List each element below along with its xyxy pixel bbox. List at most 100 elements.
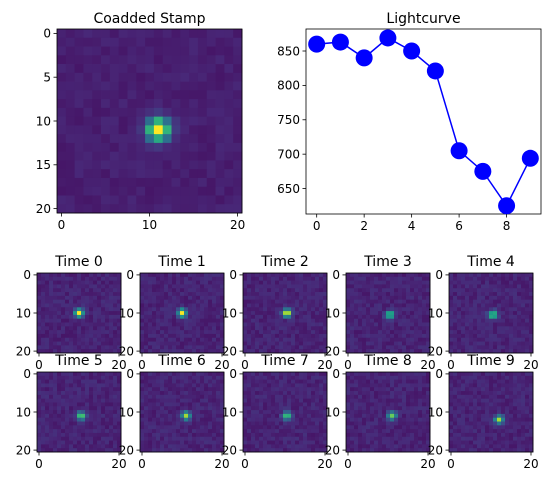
pixel — [208, 429, 213, 434]
pixel — [200, 394, 205, 400]
pixel — [101, 160, 111, 170]
pixel — [497, 410, 502, 415]
time-panel-x-tick-label: 20 — [111, 457, 126, 471]
pixel — [525, 432, 530, 438]
pixel — [189, 55, 199, 65]
pixel — [117, 372, 122, 377]
pixel — [101, 387, 106, 392]
time-panel-y-tick-label: 20 — [325, 443, 340, 457]
pixel — [374, 349, 379, 354]
pixel — [101, 134, 111, 144]
pixel — [148, 391, 153, 396]
pixel — [358, 432, 363, 438]
pixel — [49, 326, 54, 331]
pixel — [449, 299, 454, 304]
pixel — [247, 311, 252, 316]
pixel — [45, 303, 50, 308]
pixel — [49, 330, 54, 335]
pixel — [192, 349, 197, 354]
pixel — [307, 372, 312, 377]
pixel — [180, 402, 185, 407]
pixel — [212, 295, 217, 301]
pixel — [489, 440, 494, 445]
pixel — [192, 337, 197, 342]
pixel — [366, 288, 371, 293]
pixel — [275, 273, 280, 278]
pixel — [97, 372, 102, 377]
pixel — [212, 314, 217, 320]
pixel — [370, 299, 375, 304]
pixel — [180, 195, 190, 205]
pixel — [85, 398, 90, 403]
pixel — [350, 280, 355, 285]
pixel — [65, 417, 70, 422]
pixel — [473, 413, 478, 419]
pixel — [93, 314, 98, 320]
pixel — [402, 436, 407, 441]
lightcurve-y-tick-label: 700 — [277, 147, 300, 161]
pixel — [291, 436, 296, 441]
pixel — [303, 387, 308, 392]
pixel — [398, 280, 403, 285]
pixel — [449, 318, 454, 323]
pixel — [97, 330, 102, 335]
pixel — [319, 436, 324, 441]
pixel — [247, 345, 252, 350]
pixel — [73, 379, 78, 384]
pixel — [374, 394, 379, 400]
pixel — [279, 322, 284, 327]
pixel — [69, 318, 74, 323]
pixel — [74, 90, 84, 100]
pixel — [85, 299, 90, 304]
pixel — [81, 311, 86, 316]
pixel — [410, 276, 415, 282]
pixel — [49, 284, 54, 289]
pixel — [398, 406, 403, 411]
pixel — [271, 322, 276, 327]
pixel — [398, 413, 403, 419]
pixel — [283, 440, 288, 445]
pixel — [101, 299, 106, 304]
pixel — [319, 406, 324, 411]
pixel — [65, 90, 76, 100]
pixel — [378, 417, 383, 422]
pixel — [109, 142, 120, 153]
pixel — [93, 299, 98, 304]
pixel — [247, 383, 252, 388]
pixel — [216, 425, 221, 430]
pixel — [41, 284, 46, 289]
pixel — [160, 421, 165, 426]
pixel — [287, 276, 292, 282]
pixel — [105, 341, 110, 346]
pixel — [168, 349, 173, 354]
pixel — [513, 383, 518, 388]
pixel — [299, 440, 304, 445]
pixel — [410, 429, 415, 434]
pixel — [233, 142, 243, 153]
pixel — [382, 429, 387, 434]
pixel — [200, 429, 205, 434]
pixel — [287, 413, 292, 419]
pixel — [362, 273, 367, 278]
pixel — [449, 402, 454, 407]
pixel — [251, 391, 256, 396]
pixel — [251, 349, 256, 354]
pixel — [172, 421, 177, 426]
pixel — [45, 330, 50, 335]
pixel — [140, 387, 145, 392]
pixel — [418, 444, 423, 449]
pixel — [188, 375, 193, 381]
pixel — [378, 337, 383, 342]
pixel — [406, 337, 411, 342]
pixel — [390, 292, 395, 297]
pixel — [83, 37, 93, 47]
pixel — [196, 284, 201, 289]
pixel — [315, 307, 320, 312]
pixel — [465, 322, 470, 327]
pixel — [77, 295, 82, 301]
pixel — [156, 394, 161, 400]
pixel — [189, 64, 199, 74]
pixel — [319, 391, 324, 396]
pixel — [410, 417, 415, 422]
pixel — [406, 383, 411, 388]
